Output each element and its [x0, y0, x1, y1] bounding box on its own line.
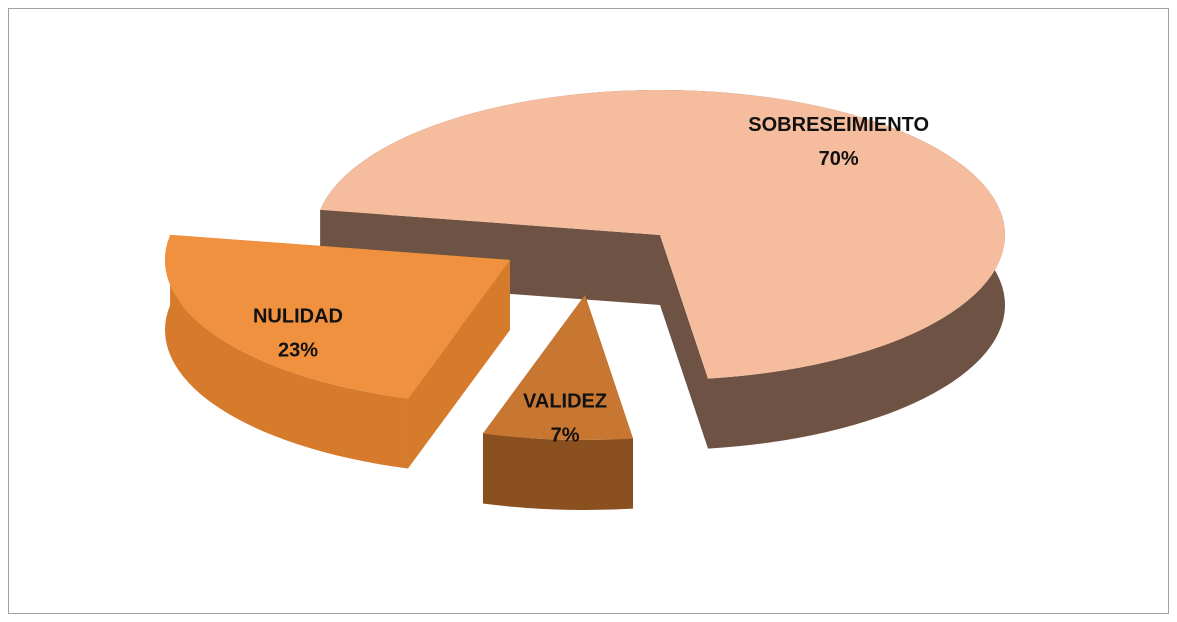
slice-label: VALIDEZ — [523, 390, 607, 412]
value-label: 7% — [551, 424, 580, 446]
slice-side — [482, 433, 634, 510]
slice-label: SOBRESEIMIENTO — [748, 114, 929, 136]
slice-top — [320, 89, 1006, 379]
slice — [482, 295, 634, 510]
slice-top — [482, 295, 634, 440]
slice-label: NULIDAD — [253, 306, 343, 328]
value-label: 70% — [819, 148, 859, 170]
value-label: 23% — [278, 340, 318, 362]
slice-side — [165, 234, 408, 469]
slice-top — [165, 234, 510, 399]
slice-side — [660, 235, 709, 449]
slice — [165, 234, 510, 469]
